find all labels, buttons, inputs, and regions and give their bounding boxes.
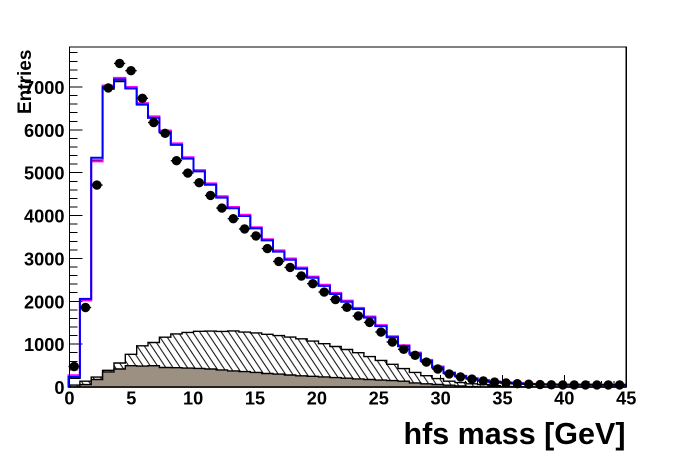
svg-text:6000: 6000	[24, 121, 64, 141]
svg-text:0: 0	[54, 378, 64, 398]
svg-text:25: 25	[369, 389, 389, 409]
svg-text:7000: 7000	[24, 78, 64, 98]
svg-text:10: 10	[183, 389, 203, 409]
svg-text:0: 0	[64, 389, 74, 409]
svg-text:Entries: Entries	[15, 50, 36, 114]
svg-text:40: 40	[554, 389, 574, 409]
svg-text:5000: 5000	[24, 164, 64, 184]
svg-text:20: 20	[307, 389, 327, 409]
svg-text:hfs mass [GeV]: hfs mass [GeV]	[403, 417, 625, 451]
svg-text:1000: 1000	[24, 335, 64, 355]
svg-text:3000: 3000	[24, 249, 64, 269]
svg-text:35: 35	[492, 389, 512, 409]
svg-text:30: 30	[430, 389, 450, 409]
svg-text:5: 5	[126, 389, 136, 409]
svg-text:2000: 2000	[24, 292, 64, 312]
svg-text:45: 45	[616, 389, 636, 409]
svg-text:15: 15	[245, 389, 265, 409]
svg-text:4000: 4000	[24, 207, 64, 227]
